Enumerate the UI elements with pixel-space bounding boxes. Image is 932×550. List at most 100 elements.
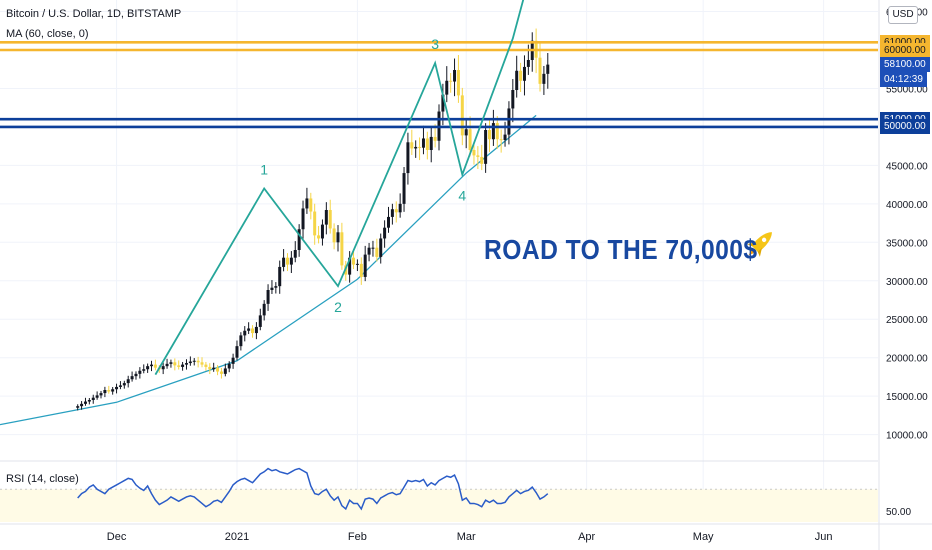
candle-body (235, 346, 239, 358)
candle-body (340, 232, 344, 266)
price-tag[interactable]: 50000.00 (880, 119, 930, 135)
candle-body (219, 371, 223, 374)
candle-body (254, 326, 258, 334)
x-tick-label: Dec (107, 531, 127, 543)
candle-body (200, 362, 204, 365)
candle-body (103, 390, 107, 394)
y-tick-label: 45000.00 (886, 161, 928, 172)
candle-body (445, 80, 449, 95)
candle-body (379, 238, 383, 257)
y-tick-label: 15000.00 (886, 392, 928, 403)
candle-body (87, 400, 91, 402)
candle-body (324, 210, 328, 225)
candle-body (410, 142, 414, 149)
y-tick-label: 35000.00 (886, 238, 928, 249)
candle-body (216, 367, 220, 372)
candle-body (274, 286, 278, 288)
x-tick-label: 2021 (225, 531, 249, 543)
candle-body (204, 364, 208, 367)
candle-body (480, 156, 484, 164)
candle-body (503, 134, 507, 140)
candle-body (363, 254, 367, 277)
wave-count-drawing[interactable]: 1 2 3 4 (154, 0, 528, 376)
candle-body (352, 257, 356, 265)
candle-body (146, 366, 150, 370)
candle-body (181, 364, 185, 367)
candle-body (526, 60, 530, 67)
candle-body (425, 138, 429, 150)
candle-body (418, 146, 422, 148)
candle-body (449, 80, 453, 82)
candle-body (165, 363, 169, 367)
candle-body (208, 366, 212, 370)
price-tag[interactable]: 58100.00 (880, 57, 930, 73)
candle-body (251, 328, 255, 334)
candle-body (289, 257, 293, 265)
rsi-line (77, 467, 549, 511)
candle-body (484, 130, 488, 164)
candle-body (309, 198, 313, 212)
candle-body (76, 406, 80, 408)
candle-body (386, 216, 390, 228)
candle-body (223, 368, 227, 374)
time-axis[interactable]: Dec 2021 Feb Mar Apr May Jun (0, 523, 932, 543)
candle-body (99, 393, 103, 396)
wave-line (154, 0, 525, 376)
candle-body (542, 73, 546, 84)
candle-body (126, 379, 130, 384)
candle-body (150, 364, 154, 367)
candle-body (336, 232, 340, 243)
y-tick-label: 20000.00 (886, 354, 928, 365)
y-tick-label: 40000.00 (886, 200, 928, 211)
candle-body (468, 129, 472, 150)
ma-legend[interactable]: MA (60, close, 0) (6, 28, 89, 40)
y-tick-label: 10000.00 (886, 431, 928, 442)
candle-body (301, 208, 305, 230)
candle-body (247, 328, 251, 331)
candlesticks (76, 28, 550, 411)
candle-body (282, 257, 286, 267)
candle-body (173, 362, 177, 366)
candle-body (355, 263, 359, 265)
price-tag[interactable]: 60000.00 (880, 42, 930, 58)
candle-body (83, 401, 87, 404)
x-tick-label: Feb (348, 531, 367, 543)
y-tick-label: 30000.00 (886, 277, 928, 288)
horizontal-levels[interactable] (0, 41, 878, 129)
candle-body (313, 211, 317, 236)
candle-body (169, 362, 173, 364)
candle-body (95, 395, 99, 398)
rocket-window (761, 237, 767, 243)
candle-body (91, 397, 95, 400)
rsi-band (0, 489, 878, 522)
currency-badge[interactable]: USD (888, 6, 918, 24)
rocket-hull (752, 232, 772, 252)
candle-body (371, 247, 375, 249)
x-tick-label: May (693, 531, 714, 543)
candle-body (383, 227, 387, 239)
y-tick-label: 25000.00 (886, 315, 928, 326)
candle-body (317, 235, 321, 239)
candle-body (130, 376, 134, 380)
candle-body (239, 335, 243, 347)
candle-body (278, 266, 282, 287)
candle-body (472, 150, 476, 156)
candle-body (398, 203, 402, 213)
wave-label: 4 (458, 188, 466, 204)
candle-body (414, 146, 418, 149)
candle-body (266, 290, 270, 304)
symbol-legend[interactable]: Bitcoin / U.S. Dollar, 1D, BITSTAMP (6, 8, 182, 20)
candle-body (390, 209, 394, 217)
rsi-legend[interactable]: RSI (14, close) (6, 473, 79, 485)
candle-body (258, 315, 262, 327)
candle-body (453, 70, 457, 82)
candle-body (297, 229, 301, 250)
candle-body (188, 361, 192, 364)
candle-body (80, 403, 84, 407)
candle-body (107, 390, 111, 392)
rsi-pane (0, 467, 878, 522)
candle-body (122, 383, 126, 386)
annotation-text[interactable]: ROAD TO THE 70,000$ (484, 234, 758, 265)
candle-body (161, 366, 165, 370)
